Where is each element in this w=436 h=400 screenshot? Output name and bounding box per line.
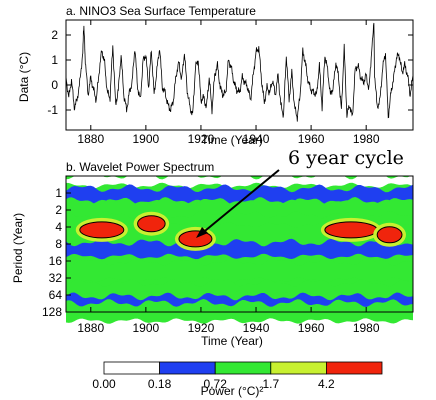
x-tick-label: 1900 bbox=[133, 132, 160, 146]
x-tick-label: 1960 bbox=[298, 321, 325, 335]
power-band bbox=[66, 258, 413, 283]
power-region-high bbox=[324, 221, 378, 239]
annotation-arrow-head bbox=[196, 227, 208, 238]
x-tick-label: 1920 bbox=[188, 132, 215, 146]
power-region-high bbox=[137, 215, 166, 233]
x-tick-label: 1980 bbox=[353, 321, 380, 335]
y-tick-label: 0 bbox=[51, 78, 58, 92]
x-tick-label: 1880 bbox=[77, 132, 104, 146]
y-tick-label: 128 bbox=[42, 305, 62, 319]
colorbar-ticks: 0.00 0.18 0.72 1.7 4.2 bbox=[92, 377, 335, 391]
power-region-high bbox=[79, 221, 125, 239]
x-tick-label: 1900 bbox=[133, 321, 160, 335]
cycle-annotation: 6 year cycle bbox=[288, 147, 404, 169]
panel-b-x-ticks: 1880 1900 1920 1940 1960 1980 bbox=[77, 307, 380, 335]
panel-a-frame bbox=[65, 19, 414, 131]
colorbar-swatch bbox=[270, 361, 327, 375]
panel-b-y-ticks: 1 2 4 8 16 32 64 128 bbox=[42, 186, 71, 319]
colorbar-label: Power (°C)² bbox=[201, 384, 264, 398]
colorbar-tick-label: 1.7 bbox=[262, 377, 279, 391]
colorbar-swatch bbox=[325, 361, 383, 375]
panel-a-series bbox=[65, 22, 414, 122]
power-band bbox=[66, 184, 413, 206]
y-tick-label: 64 bbox=[49, 288, 63, 302]
panel-b-xlabel: Time (Year) bbox=[201, 334, 263, 348]
power-region-high bbox=[376, 226, 403, 244]
panel-a-x-ticks: 1880 1900 1920 1940 1960 1980 bbox=[77, 20, 380, 146]
colorbar-tick-label: 0.72 bbox=[204, 377, 228, 391]
x-tick-label: 1980 bbox=[353, 132, 380, 146]
y-tick-label: -1 bbox=[47, 103, 58, 117]
colorbar bbox=[103, 361, 383, 375]
y-tick-label: 16 bbox=[49, 254, 63, 268]
x-tick-label: 1960 bbox=[298, 132, 325, 146]
panel-a-y-ticks: -1 0 1 2 bbox=[47, 28, 413, 117]
colorbar-tick-label: 0.00 bbox=[92, 377, 116, 391]
power-band bbox=[66, 299, 413, 324]
power-region-high bbox=[178, 230, 213, 248]
power-band bbox=[66, 238, 413, 260]
y-tick-label: 2 bbox=[55, 203, 62, 217]
power-band bbox=[66, 279, 413, 296]
panel-b-title: b. Wavelet Power Spectrum bbox=[66, 160, 214, 174]
x-tick-label: 1940 bbox=[243, 132, 270, 146]
colorbar-tick-label: 0.18 bbox=[148, 377, 172, 391]
panel-a-xlabel: Time (Year) bbox=[201, 133, 263, 147]
y-tick-label: 1 bbox=[51, 53, 58, 67]
x-tick-label: 1940 bbox=[243, 321, 270, 335]
colorbar-swatch bbox=[103, 361, 160, 375]
panel-a-title: a. NINO3 Sea Surface Temperature bbox=[66, 4, 256, 18]
colorbar-swatch bbox=[214, 361, 272, 375]
series-line-0 bbox=[65, 22, 414, 122]
panel-a-axes-box bbox=[65, 19, 414, 131]
panel-b-power-map bbox=[66, 171, 413, 324]
colorbar-tick-label: 4.2 bbox=[318, 377, 335, 391]
y-tick-label: 1 bbox=[55, 186, 62, 200]
panel-b-ylabel: Period (Year) bbox=[11, 213, 25, 283]
y-tick-label: 2 bbox=[51, 28, 58, 42]
y-tick-label: 8 bbox=[55, 237, 62, 251]
annotation-arrow-line bbox=[199, 169, 280, 236]
x-tick-label: 1880 bbox=[77, 321, 104, 335]
y-tick-label: 32 bbox=[49, 271, 63, 285]
colorbar-swatch bbox=[159, 361, 216, 375]
y-tick-label: 4 bbox=[55, 220, 62, 234]
x-tick-label: 1920 bbox=[188, 321, 215, 335]
panel-a-ylabel: Data (°C) bbox=[17, 52, 31, 102]
